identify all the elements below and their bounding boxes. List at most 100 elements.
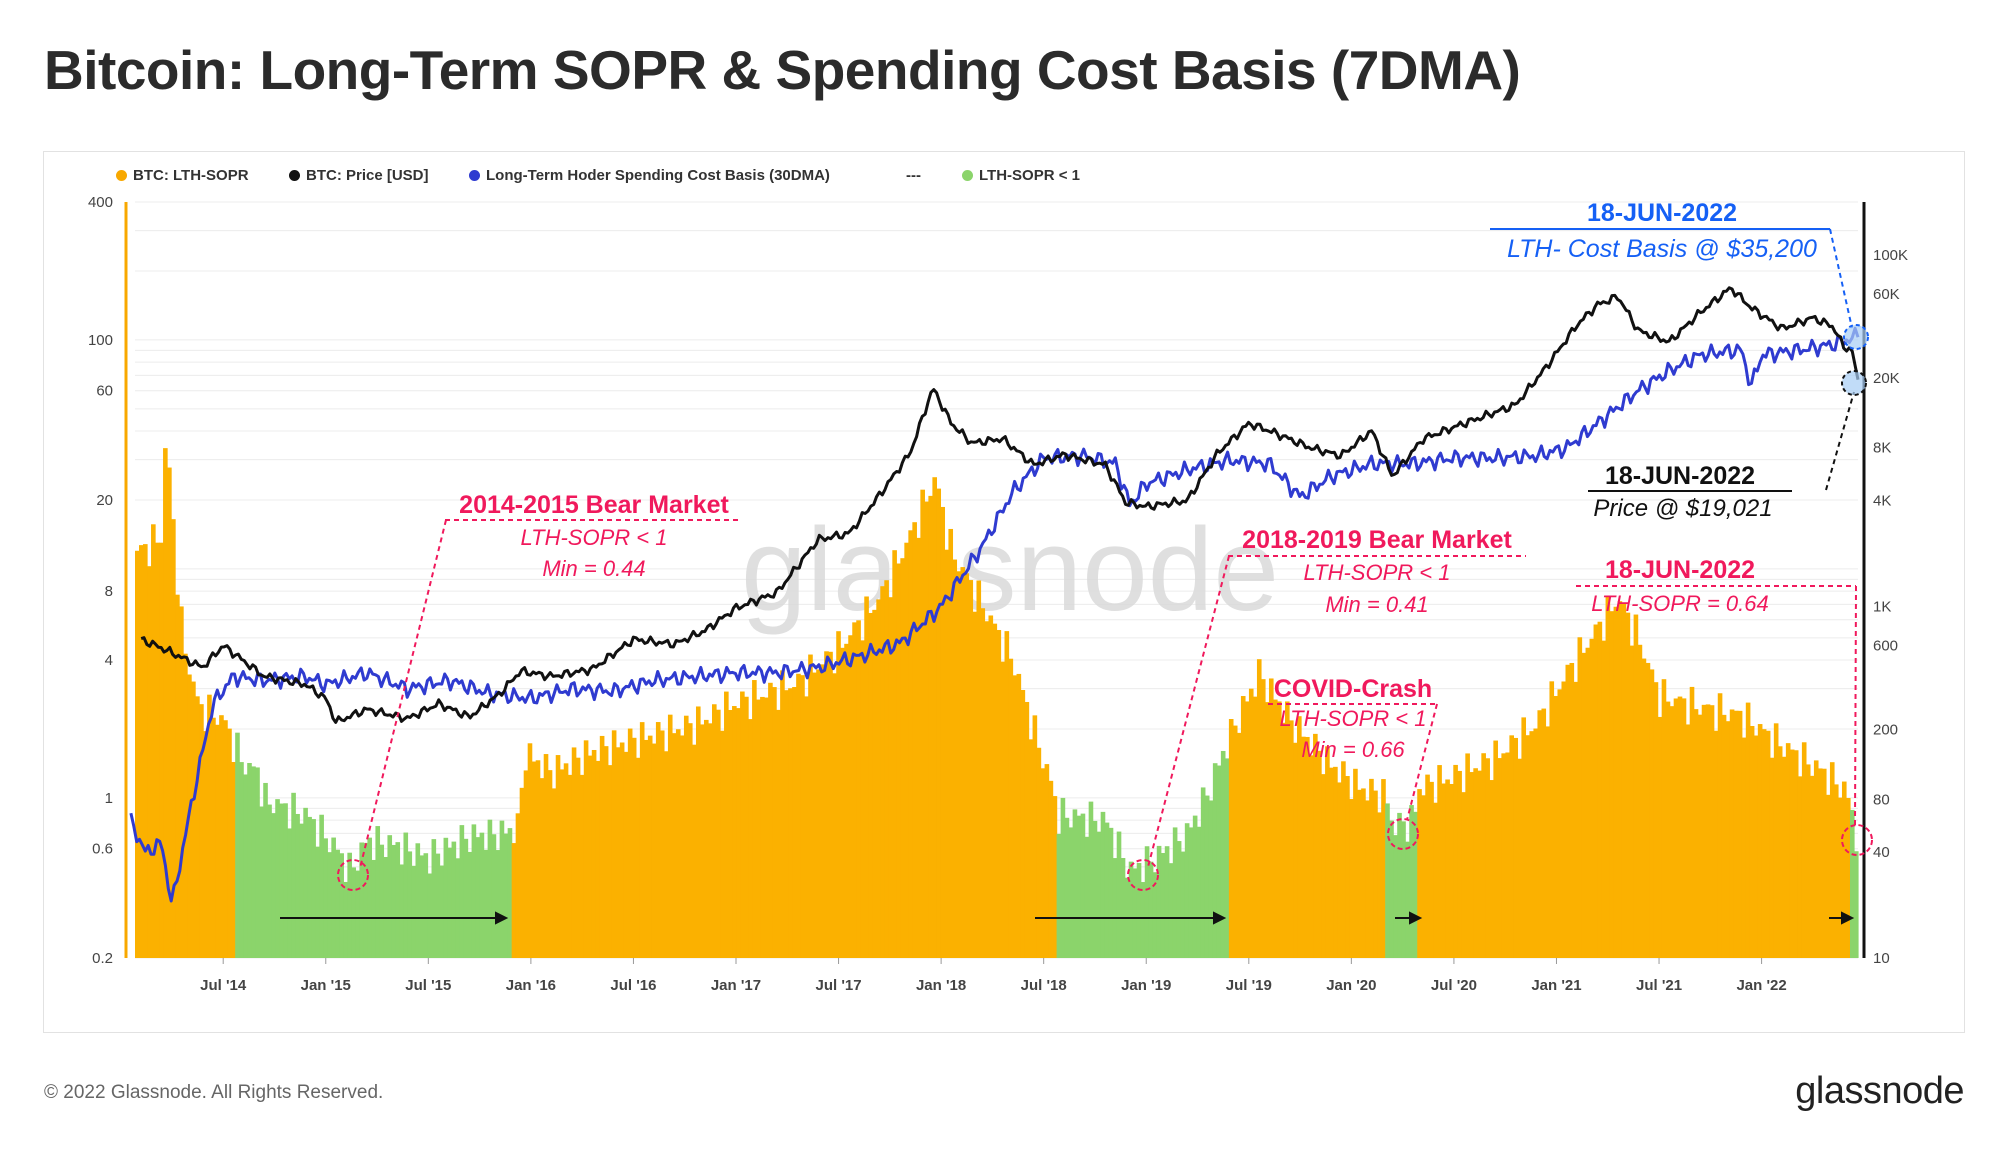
- sopr-bar: [1757, 724, 1763, 958]
- sopr-bar: [1693, 709, 1699, 958]
- sopr-bar: [1140, 882, 1146, 958]
- sopr-bar: [1188, 827, 1194, 958]
- legend-item-lth-sopr[interactable]: BTC: LTH-SOPR: [116, 167, 249, 184]
- sopr-bar: [383, 856, 389, 958]
- sopr-bar: [1433, 802, 1438, 958]
- sopr-bar: [1108, 827, 1114, 958]
- sopr-layer: [135, 448, 1859, 958]
- cost-basis-line: [129, 326, 1860, 903]
- sopr-bar: [716, 709, 721, 958]
- sopr-bar: [1657, 716, 1663, 958]
- sopr-bar: [335, 849, 340, 958]
- x-axis-tick-label: Jul '15: [405, 977, 451, 994]
- sopr-bar: [1060, 797, 1066, 958]
- sopr-bar: [1701, 704, 1707, 958]
- right-axis-tick-label: 200: [1873, 721, 1898, 738]
- sopr-bar: [647, 735, 653, 958]
- legend-label: BTC: LTH-SOPR: [133, 167, 249, 184]
- sopr-bar: [1164, 846, 1170, 958]
- sopr-bar: [163, 448, 168, 958]
- sopr-bar: [816, 669, 821, 958]
- sopr-bar: [1156, 845, 1162, 958]
- sopr-bar: [431, 839, 437, 958]
- sopr-bar: [1717, 693, 1723, 958]
- legend-item-cost-basis[interactable]: Long-Term Hoder Spending Cost Basis (30D…: [469, 167, 830, 184]
- legend-dot-icon: [289, 170, 300, 181]
- sopr-bar: [179, 606, 184, 958]
- sopr-bar: [1373, 790, 1378, 958]
- sopr-bar: [1453, 764, 1458, 958]
- sopr-bar: [1461, 792, 1466, 958]
- sopr-bar: [1112, 858, 1118, 958]
- sopr-bar: [1841, 781, 1847, 958]
- sopr-bar: [135, 550, 140, 958]
- x-axis-tick-label: Jan '18: [916, 977, 966, 994]
- left-axis-tick-label: 8: [105, 583, 113, 600]
- x-axis-tick-label: Jul '16: [610, 977, 656, 994]
- sopr-bar: [675, 729, 681, 958]
- sopr-bar: [471, 824, 477, 958]
- sopr-bar: [1196, 826, 1202, 958]
- right-axis-tick-label: 20K: [1873, 370, 1900, 387]
- left-axis-tick-label: 0.2: [92, 950, 113, 967]
- sopr-bar: [583, 740, 589, 958]
- sopr-bar: [1148, 861, 1154, 958]
- left-axis-tick-label: 20: [96, 492, 113, 509]
- sopr-bar: [231, 762, 236, 958]
- sopr-bar: [503, 833, 509, 958]
- sopr-bar: [1485, 758, 1490, 958]
- legend-item-sopr-below-one[interactable]: LTH-SOPR < 1: [962, 167, 1080, 184]
- sopr-bar: [683, 715, 689, 958]
- duration-arrow: [1035, 911, 1227, 925]
- sopr-bar: [691, 744, 697, 958]
- sopr-bar: [1853, 851, 1859, 958]
- sopr-bar: [463, 838, 469, 958]
- sopr-bar: [1641, 658, 1647, 958]
- sopr-bar: [752, 680, 757, 958]
- sopr-bar: [1200, 787, 1206, 958]
- sopr-bar: [744, 696, 749, 958]
- legend-item-price[interactable]: BTC: Price [USD]: [289, 167, 429, 184]
- sopr-bar: [732, 706, 737, 958]
- sopr-bar: [1168, 863, 1174, 958]
- sopr-bar: [900, 558, 905, 958]
- chart-panel: [43, 151, 1965, 1033]
- right-axis-tick-label: 80: [1873, 791, 1890, 808]
- sopr-bar: [1541, 708, 1547, 958]
- footer-logo: glassnode: [1795, 1070, 1964, 1112]
- sopr-bar: [936, 488, 942, 958]
- sopr-bar: [1469, 772, 1474, 958]
- sopr-bar: [1793, 750, 1799, 958]
- sopr-bar: [295, 813, 300, 958]
- sopr-bar: [591, 749, 597, 958]
- sopr-bar: [740, 691, 745, 958]
- sopr-bar: [247, 762, 252, 958]
- sopr-bar: [1301, 736, 1306, 958]
- sopr-bar: [1649, 669, 1655, 958]
- sopr-bar: [1729, 709, 1735, 958]
- sopr-bar: [251, 766, 256, 958]
- annotation-bear-2018-title: 2018-2019 Bear Market: [1242, 526, 1512, 554]
- sopr-bar: [1036, 747, 1042, 958]
- sopr-bar: [1285, 701, 1290, 958]
- sopr-bar: [391, 844, 397, 958]
- sopr-bar: [1753, 735, 1759, 958]
- sopr-bar: [780, 670, 785, 958]
- annotation-covid-pointer: [1406, 703, 1438, 821]
- sopr-bar: [1232, 725, 1238, 958]
- x-axis-tick-label: Jul '20: [1431, 977, 1477, 994]
- sopr-bar: [872, 609, 877, 958]
- sopr-bar: [1613, 606, 1619, 958]
- annotation-jun2022-costbasis-marker: [1843, 324, 1869, 350]
- sopr-bar: [243, 774, 248, 958]
- sopr-bar: [828, 651, 833, 958]
- sopr-bar: [1437, 765, 1442, 958]
- legend-item-dashed[interactable]: ---: [906, 167, 921, 184]
- sopr-bar: [1825, 794, 1831, 958]
- sopr-bar: [275, 799, 280, 958]
- sopr-bar: [1773, 723, 1779, 958]
- annotation-bear-2018-line1: LTH-SOPR < 1: [1304, 560, 1451, 585]
- sopr-bar: [1681, 698, 1687, 958]
- sopr-bar: [595, 760, 601, 958]
- annotation-covid-line1: LTH-SOPR < 1: [1280, 706, 1427, 731]
